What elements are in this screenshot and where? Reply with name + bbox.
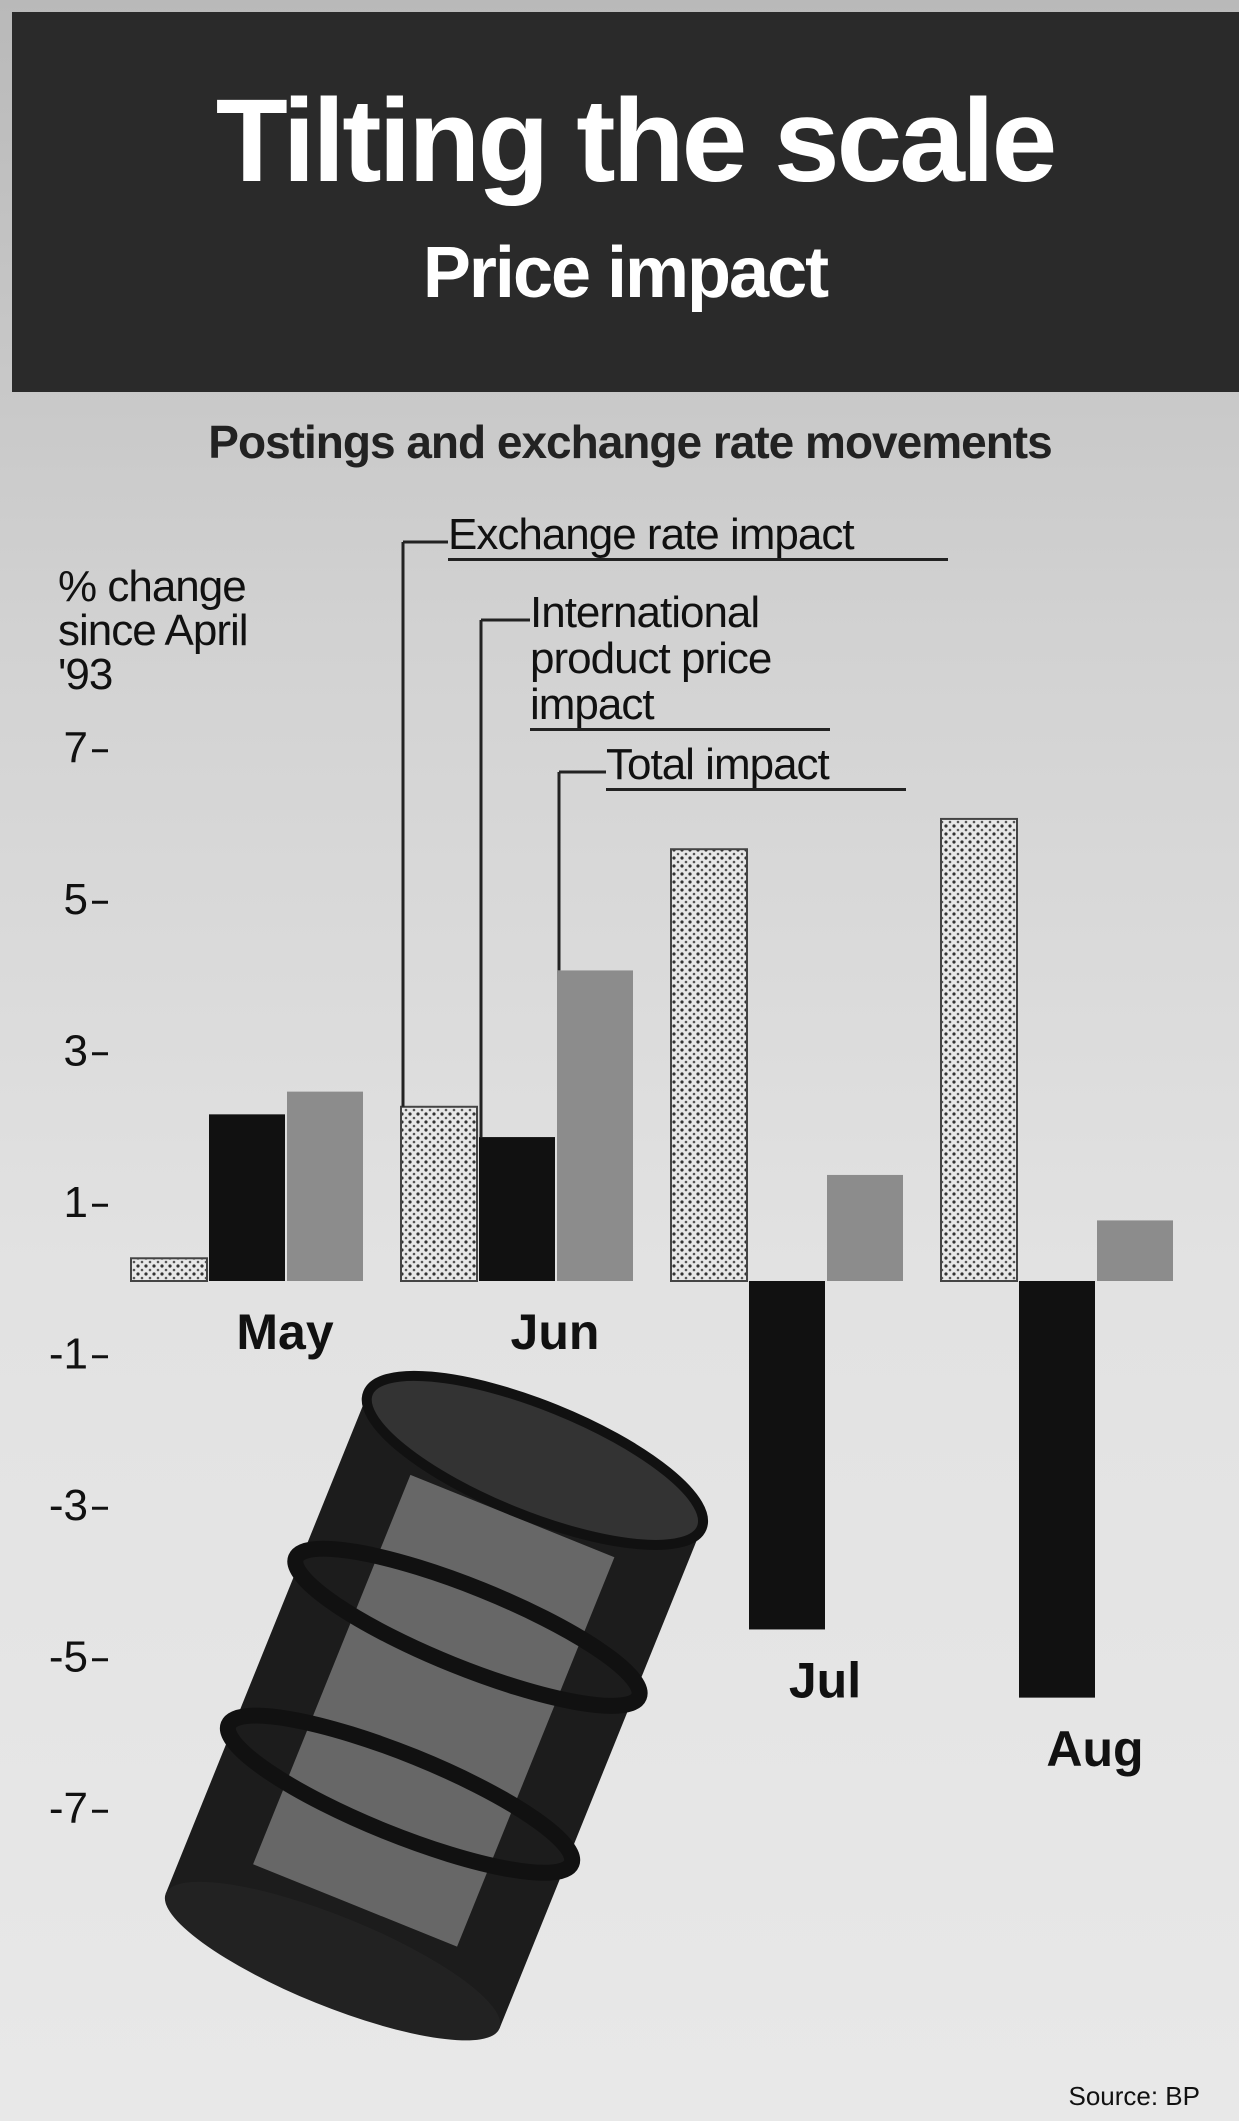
y-tick-label: 1	[64, 1178, 88, 1227]
bar	[749, 1281, 825, 1630]
bar	[670, 848, 748, 1282]
legend-label: Total impact	[606, 742, 906, 791]
title: Tilting the scale	[216, 75, 1055, 207]
barrel-hoop	[219, 1707, 581, 1881]
bar	[479, 1137, 555, 1281]
chart-title: Postings and exchange rate movements	[208, 416, 1051, 468]
y-tick-label: -5	[49, 1632, 88, 1681]
barrel-bottom	[164, 1881, 501, 2041]
x-tick-label: Jun	[511, 1304, 600, 1360]
barrel-hoop	[287, 1540, 648, 1714]
y-tick-label: -1	[49, 1329, 88, 1378]
bar	[1019, 1281, 1095, 1698]
subtitle: Price impact	[423, 233, 829, 313]
y-tick-label: 7	[64, 723, 88, 772]
bar	[209, 1114, 285, 1281]
bar	[287, 1091, 363, 1281]
legend-label: International product price impact	[530, 590, 830, 731]
bar	[1097, 1220, 1173, 1281]
x-tick-label: May	[236, 1304, 333, 1360]
x-tick-label: Aug	[1046, 1721, 1143, 1777]
y-tick-label: 5	[64, 875, 88, 924]
y-tick-label: -7	[49, 1784, 88, 1833]
barrel-top	[361, 1370, 709, 1550]
legend-label: Exchange rate impact	[448, 512, 948, 561]
y-axis-label: % change since April '93	[58, 562, 249, 699]
bar	[400, 1105, 478, 1283]
x-tick-label: Jul	[789, 1653, 861, 1709]
bar	[940, 817, 1018, 1282]
bar	[130, 1257, 208, 1283]
y-tick-label: 3	[64, 1026, 88, 1075]
y-tick-label: -3	[49, 1481, 88, 1530]
bar	[557, 970, 633, 1281]
barrel-highlight	[253, 1474, 615, 1947]
header-band	[12, 12, 1239, 392]
source: Source: BP	[1068, 2081, 1200, 2111]
bar	[827, 1174, 903, 1281]
barrel	[164, 1370, 709, 2041]
